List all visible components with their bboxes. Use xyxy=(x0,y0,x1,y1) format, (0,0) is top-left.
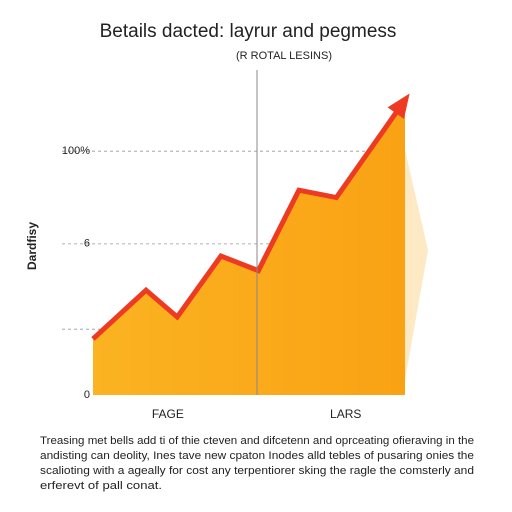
y-axis-label: Dardfisy xyxy=(25,222,39,270)
line xyxy=(91,110,399,341)
chart-subtitle: (R ROTAL LESINS) xyxy=(236,50,332,62)
chart-title: Betails dacted: layrur and pegmess xyxy=(100,21,397,42)
y-tick-label: 100% xyxy=(62,145,90,157)
caption-line: erferevt of pall conat. xyxy=(40,480,162,492)
caption-line: Treasing met bells add ti of thie cteven… xyxy=(40,435,474,447)
y-tick-label: 0 xyxy=(84,389,90,401)
x-tick-label: FAGE xyxy=(152,407,184,421)
arrow-head xyxy=(387,93,410,119)
area xyxy=(93,100,405,395)
x-tick-label: LARS xyxy=(330,407,361,421)
caption-line: andisting can deolity, Ines tave new cpa… xyxy=(40,450,474,462)
y-tick-label: 6 xyxy=(84,238,90,250)
decor-shadow xyxy=(405,150,428,380)
caption-line: scalioting with a ageally for cost any t… xyxy=(40,465,474,477)
